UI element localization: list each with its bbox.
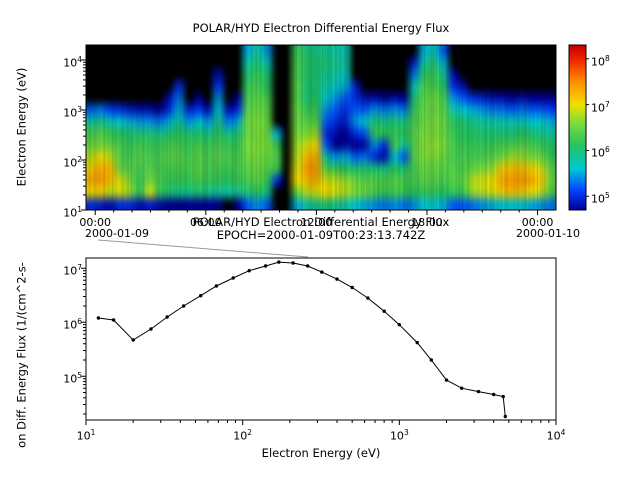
data-point	[476, 389, 481, 394]
top-x-tick-label: 00:00	[521, 216, 554, 229]
colorbar-frame	[568, 44, 587, 211]
data-point	[492, 392, 496, 397]
bottom-axes-frame	[85, 257, 557, 421]
data-point	[111, 318, 116, 322]
data-point	[397, 323, 401, 327]
bottom-y-tick-label: 107	[63, 263, 82, 278]
data-point	[429, 358, 433, 362]
data-point	[291, 261, 295, 265]
data-point	[96, 316, 101, 320]
data-point	[366, 296, 370, 300]
data-point	[214, 284, 219, 288]
data-point	[181, 304, 186, 308]
colorbar-tick-label: 108	[591, 53, 610, 69]
data-point	[247, 269, 251, 273]
data-point	[149, 327, 153, 331]
data-point	[320, 270, 324, 274]
data-point	[460, 386, 464, 390]
bottom-x-tick-label: 104	[546, 428, 566, 443]
spectrum-line	[98, 261, 506, 417]
bottom-x-tick-label: 102	[233, 428, 253, 443]
top-axes-frame	[85, 44, 557, 211]
callout-line	[97, 239, 309, 258]
data-point	[199, 294, 203, 298]
top-x-tick-label: 18:00	[411, 216, 443, 229]
bottom-panel-title-line1: POLAR/HYD Electron Differential Energy F…	[192, 215, 450, 229]
data-point	[415, 340, 419, 345]
data-point	[350, 285, 354, 290]
data-point	[263, 264, 268, 268]
colorbar-gradient	[569, 45, 586, 210]
spectrogram-heatmap	[86, 45, 556, 210]
data-point	[501, 394, 505, 399]
top-panel-date-left: 2000-01-09	[85, 227, 149, 240]
data-point	[277, 260, 281, 264]
top-panel-title: POLAR/HYD Electron Differential Energy F…	[192, 21, 450, 35]
top-x-tick-label: 06:00	[189, 216, 222, 229]
bottom-panel-title-line2: EPOCH=2000-01-09T00:23:13.742Z	[216, 228, 426, 242]
top-y-tick-label: 104	[63, 55, 82, 70]
bottom-y-tick-label: 105	[63, 371, 82, 386]
data-point	[131, 338, 135, 342]
spectrum-markers	[96, 260, 507, 419]
colorbar-tick-label: 107	[591, 99, 610, 115]
data-point	[382, 309, 386, 313]
bottom-y-tick-label: 106	[63, 317, 82, 332]
data-point	[335, 277, 339, 281]
data-point	[503, 414, 507, 419]
top-panel-date-right: 2000-01-10	[516, 227, 580, 240]
top-y-tick-label: 103	[63, 105, 82, 120]
top-x-tick-label: 00:00	[79, 216, 112, 229]
top-y-tick-label: 101	[63, 205, 82, 220]
bottom-x-tick-label: 101	[76, 428, 96, 443]
data-point	[165, 315, 169, 319]
colorbar-tick-label: 105	[591, 191, 610, 206]
bottom-panel-ylabel: on Diff. Energy Flux (1/(cm^2-s-	[14, 262, 29, 448]
bottom-x-tick-label: 103	[389, 428, 409, 443]
data-point	[306, 264, 310, 268]
data-point	[444, 378, 449, 382]
bottom-panel-xlabel: Electron Energy (eV)	[261, 446, 381, 460]
data-point	[231, 276, 235, 280]
colorbar-tick-label: 106	[591, 145, 610, 161]
top-x-tick-label: 12:00	[300, 216, 333, 229]
top-y-tick-label: 102	[63, 155, 82, 170]
